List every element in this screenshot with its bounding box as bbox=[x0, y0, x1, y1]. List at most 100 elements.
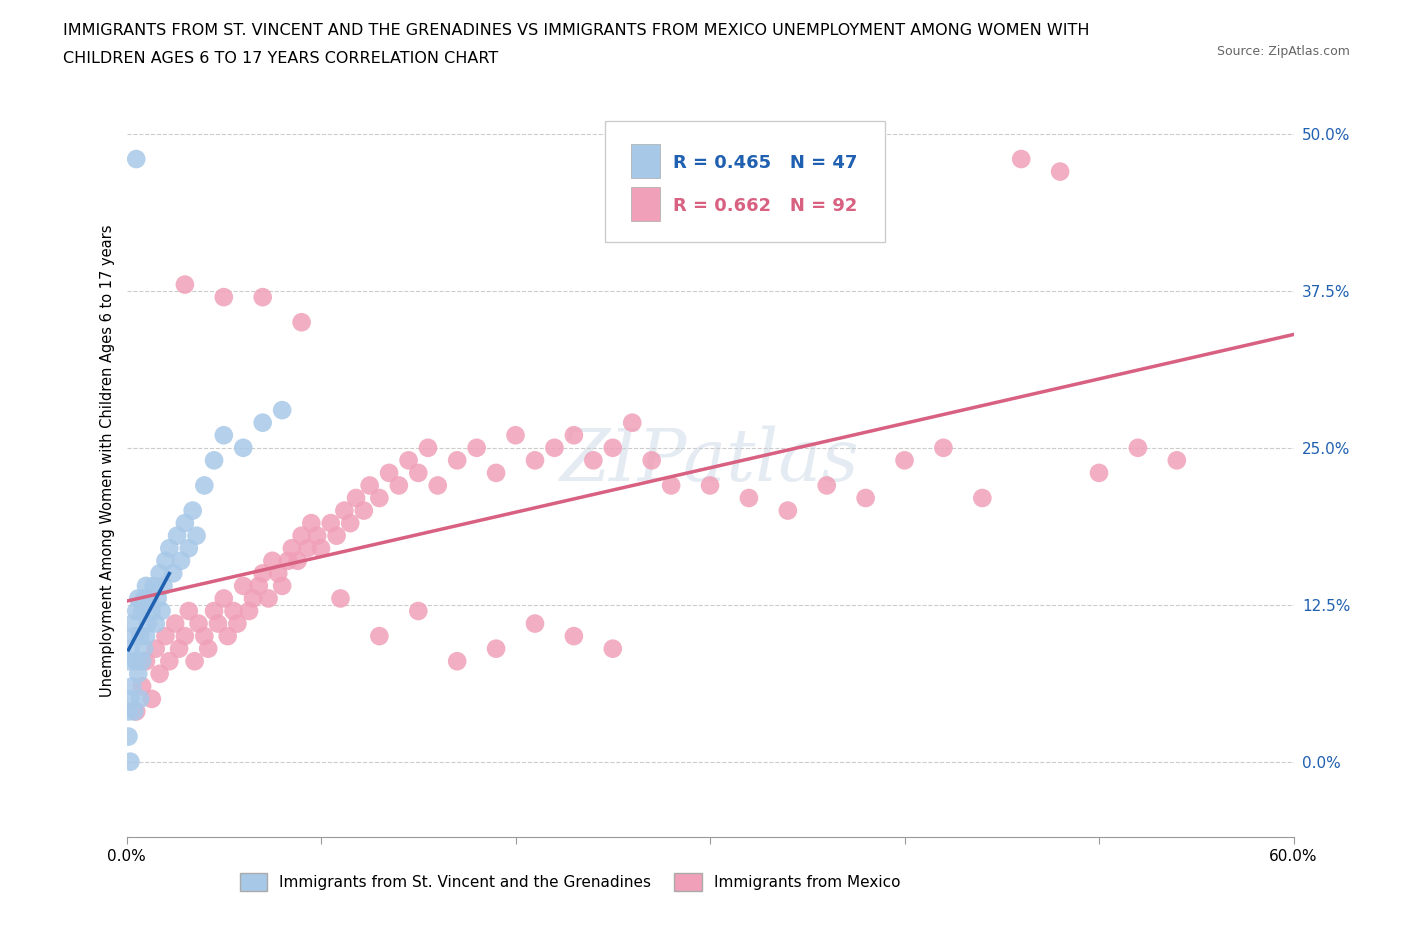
Point bbox=[815, 478, 838, 493]
Point bbox=[131, 604, 153, 618]
Point bbox=[155, 553, 177, 568]
Point bbox=[602, 642, 624, 657]
Point bbox=[290, 528, 312, 543]
Point bbox=[125, 152, 148, 166]
Point bbox=[287, 553, 309, 568]
Point bbox=[193, 478, 215, 493]
Point bbox=[252, 415, 274, 430]
Point bbox=[142, 578, 165, 593]
Point bbox=[257, 591, 280, 606]
Text: R = 0.662   N = 92: R = 0.662 N = 92 bbox=[672, 197, 858, 215]
Point bbox=[368, 491, 391, 506]
Legend: Immigrants from St. Vincent and the Grenadines, Immigrants from Mexico: Immigrants from St. Vincent and the Gren… bbox=[233, 868, 907, 897]
Point bbox=[562, 428, 585, 443]
Point bbox=[212, 290, 235, 305]
Point bbox=[252, 565, 274, 580]
Point bbox=[408, 466, 430, 481]
Point bbox=[212, 591, 235, 606]
Point bbox=[893, 453, 915, 468]
Point bbox=[543, 441, 565, 456]
Point bbox=[416, 441, 439, 456]
Point bbox=[166, 528, 188, 543]
Point bbox=[325, 528, 347, 543]
Point bbox=[523, 617, 546, 631]
Point bbox=[120, 692, 142, 707]
Point bbox=[299, 516, 322, 531]
Point bbox=[197, 642, 219, 657]
Point bbox=[131, 654, 153, 669]
Point bbox=[1126, 441, 1149, 456]
Point bbox=[186, 528, 208, 543]
Point bbox=[602, 441, 624, 456]
Point bbox=[562, 629, 585, 644]
Text: IMMIGRANTS FROM ST. VINCENT AND THE GRENADINES VS IMMIGRANTS FROM MEXICO UNEMPLO: IMMIGRANTS FROM ST. VINCENT AND THE GREN… bbox=[63, 23, 1090, 38]
Point bbox=[290, 314, 312, 330]
Point bbox=[141, 692, 163, 707]
Point bbox=[202, 604, 225, 618]
Point bbox=[141, 604, 163, 618]
Point bbox=[621, 415, 644, 430]
Point bbox=[408, 604, 430, 618]
Point bbox=[207, 617, 229, 631]
Point bbox=[1088, 466, 1111, 481]
Point bbox=[125, 704, 148, 719]
Point bbox=[174, 629, 197, 644]
Point bbox=[339, 516, 361, 531]
Point bbox=[145, 642, 167, 657]
Point bbox=[972, 491, 994, 506]
Point bbox=[124, 704, 146, 719]
Point bbox=[127, 666, 149, 681]
Point bbox=[333, 503, 356, 518]
Point bbox=[120, 754, 142, 769]
Point bbox=[378, 466, 401, 481]
Point bbox=[238, 604, 260, 618]
Point bbox=[271, 403, 294, 418]
Point bbox=[145, 617, 167, 631]
Point bbox=[699, 478, 721, 493]
Point bbox=[174, 516, 197, 531]
Point bbox=[132, 591, 155, 606]
Point bbox=[776, 503, 799, 518]
Point bbox=[465, 441, 488, 456]
Point bbox=[193, 629, 215, 644]
Point bbox=[177, 541, 200, 556]
Point bbox=[388, 478, 411, 493]
Point bbox=[125, 654, 148, 669]
Point bbox=[262, 553, 284, 568]
Point bbox=[170, 553, 193, 568]
Point bbox=[242, 591, 264, 606]
Point bbox=[329, 591, 352, 606]
Point bbox=[183, 654, 205, 669]
Point bbox=[659, 478, 682, 493]
Point bbox=[641, 453, 664, 468]
Point bbox=[582, 453, 605, 468]
Point bbox=[281, 541, 304, 556]
Point bbox=[162, 565, 184, 580]
Point bbox=[344, 491, 367, 506]
Point bbox=[157, 654, 180, 669]
Point bbox=[117, 729, 139, 744]
Point bbox=[855, 491, 877, 506]
Point bbox=[1049, 165, 1071, 179]
Point bbox=[136, 617, 159, 631]
Point bbox=[446, 654, 468, 669]
Point bbox=[307, 528, 329, 543]
Point bbox=[155, 629, 177, 644]
Point bbox=[1166, 453, 1188, 468]
Point bbox=[167, 642, 190, 657]
Point bbox=[149, 666, 172, 681]
Point bbox=[226, 617, 249, 631]
Point bbox=[117, 654, 139, 669]
Point bbox=[368, 629, 391, 644]
Point bbox=[217, 629, 239, 644]
Point bbox=[174, 277, 197, 292]
FancyBboxPatch shape bbox=[631, 144, 659, 178]
Point bbox=[212, 428, 235, 443]
Point bbox=[277, 553, 299, 568]
Point bbox=[121, 617, 143, 631]
Point bbox=[523, 453, 546, 468]
Point bbox=[222, 604, 245, 618]
Point bbox=[150, 604, 173, 618]
Point bbox=[146, 591, 169, 606]
Point bbox=[131, 679, 153, 694]
